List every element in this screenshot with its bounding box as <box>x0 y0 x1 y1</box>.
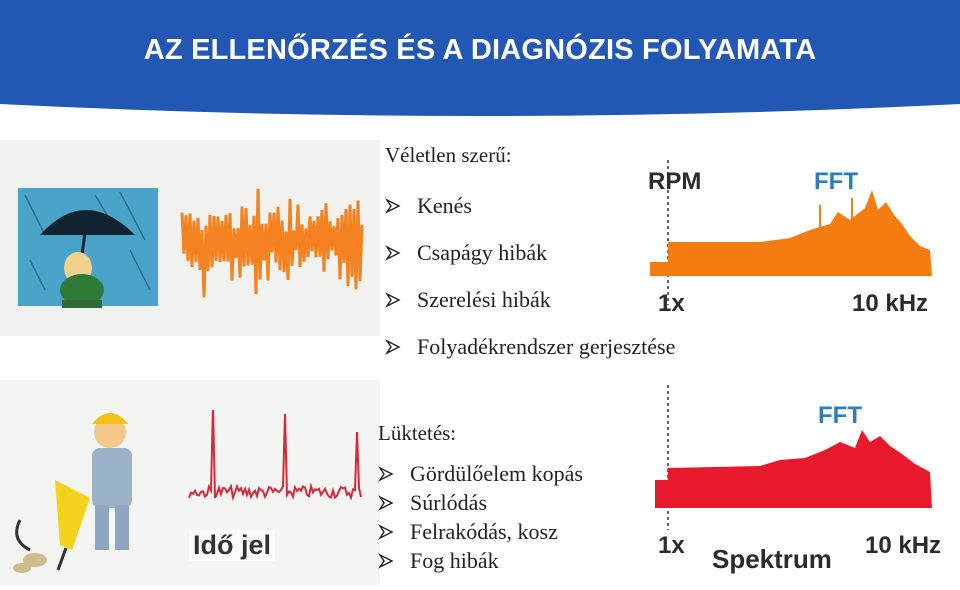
top-x-end-label: 10 kHz <box>852 290 929 317</box>
fft-label-top: FFT <box>814 168 858 195</box>
list-item-text: Folyadékrendszer gerjesztése <box>417 333 676 359</box>
list-item: Felrakódás, kosz <box>378 517 583 546</box>
arrow-bullet-icon <box>385 244 401 261</box>
random-causes-list: Véletlen szerű: Kenés Csapágy hibák Szer… <box>385 143 675 370</box>
list-item: Csapágy hibák <box>385 229 675 276</box>
list-item: Kenés <box>385 182 675 229</box>
fft-label-bottom: FFT <box>818 402 862 429</box>
list-item: Súrlódás <box>378 488 583 517</box>
arrow-bullet-icon <box>385 291 401 308</box>
pulsation-causes-list: Lüktetés: Gördülőelem kopás Súrlódás Fel… <box>378 421 583 575</box>
slide-title: AZ ELLENŐRZÉS ÉS A DIAGNÓZIS FOLYAMATA <box>143 34 817 66</box>
list-item-text: Kenés <box>417 192 472 218</box>
top-x-start-label: 1x <box>658 290 685 317</box>
random-heading: Véletlen szerű: <box>385 143 512 167</box>
rpm-label: RPM <box>648 168 702 195</box>
bottom-x-end-label: 10 kHz <box>865 532 942 559</box>
list-item-text: Súrlódás <box>410 489 487 515</box>
slide-header: AZ ELLENŐRZÉS ÉS A DIAGNÓZIS FOLYAMATA <box>0 0 960 130</box>
header-banner <box>0 0 960 116</box>
list-item-text: Gördülőelem kopás <box>410 460 583 486</box>
list-item: Gördülőelem kopás <box>378 459 583 488</box>
arrow-bullet-icon <box>378 494 394 511</box>
list-item: Szerelési hibák <box>385 276 675 323</box>
worker-jackhammer-picture <box>13 413 132 573</box>
bottom-x-start-label: 1x <box>658 532 685 559</box>
arrow-bullet-icon <box>378 465 394 482</box>
bottom-spectrum-chart <box>655 385 932 530</box>
time-signal-waveform <box>188 410 362 502</box>
arrow-bullet-icon <box>378 523 394 540</box>
arrow-bullet-icon <box>385 338 401 355</box>
list-item-text: Csapágy hibák <box>417 239 548 265</box>
umbrella-rain-picture <box>18 188 158 308</box>
pulsation-heading: Lüktetés: <box>378 421 457 445</box>
list-item: Folyadékrendszer gerjesztése <box>385 323 675 370</box>
list-item: Fog hibák <box>378 546 583 575</box>
top-spectrum-chart <box>650 160 932 305</box>
rpm-fft-spectrum: RPM FFT 1x 10 kHz <box>640 150 950 330</box>
random-signal-waveform <box>180 188 364 298</box>
arrow-bullet-icon <box>385 197 401 214</box>
fft-spectrum-bottom: FFT 1x 10 kHz Spektrum <box>640 380 950 580</box>
list-item-text: Szerelési hibák <box>417 286 551 312</box>
spectrum-caption: Spektrum <box>712 544 832 574</box>
random-vibration-illustration <box>0 140 380 336</box>
arrow-bullet-icon <box>378 552 394 569</box>
time-signal-caption: Idő jel <box>189 530 276 561</box>
list-item-text: Felrakódás, kosz <box>410 518 558 544</box>
list-item-text: Fog hibák <box>410 547 499 573</box>
